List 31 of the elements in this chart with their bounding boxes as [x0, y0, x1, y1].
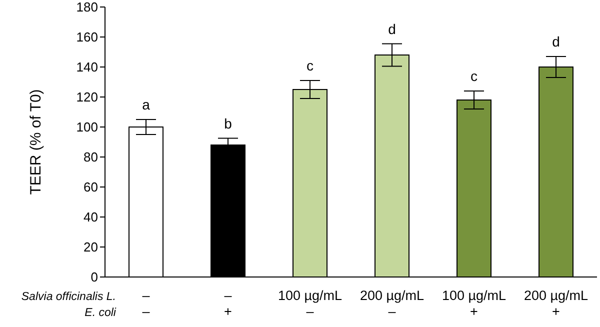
- text: 200 µg/mL: [524, 288, 589, 303]
- data-label: c: [470, 68, 478, 84]
- y-tick-label: 140: [76, 60, 98, 75]
- y-tick-label: 180: [76, 0, 98, 15]
- y-axis-title: TEER (% of T0): [27, 89, 44, 195]
- text: +: [470, 304, 478, 319]
- y-tick-label: 160: [76, 30, 98, 45]
- text: Salvia officinalis L.: [21, 291, 116, 303]
- text: 100 µg/mL: [442, 288, 507, 303]
- y-tick-label: 120: [76, 90, 98, 105]
- text: 100 µg/mL: [278, 288, 343, 303]
- data-label: d: [552, 34, 560, 50]
- y-tick-label: 80: [84, 150, 98, 165]
- y-tick-label: 100: [76, 120, 98, 135]
- text: –: [306, 304, 314, 319]
- y-tick-label: 60: [84, 180, 98, 195]
- text: +: [552, 304, 560, 319]
- text: E. coli: [84, 307, 116, 319]
- data-label: b: [224, 115, 232, 132]
- text: –: [224, 288, 232, 303]
- text: –: [142, 304, 150, 319]
- data-label: c: [306, 58, 314, 74]
- y-tick-label: 0: [90, 270, 98, 285]
- text: –: [142, 288, 150, 303]
- text: 200 µg/mL: [360, 288, 425, 303]
- y-tick-label: 40: [84, 210, 98, 225]
- y-tick-label: 20: [84, 240, 98, 255]
- data-label: d: [388, 20, 396, 37]
- text: –: [388, 304, 396, 319]
- text: +: [224, 304, 232, 319]
- data-label: a: [142, 96, 150, 112]
